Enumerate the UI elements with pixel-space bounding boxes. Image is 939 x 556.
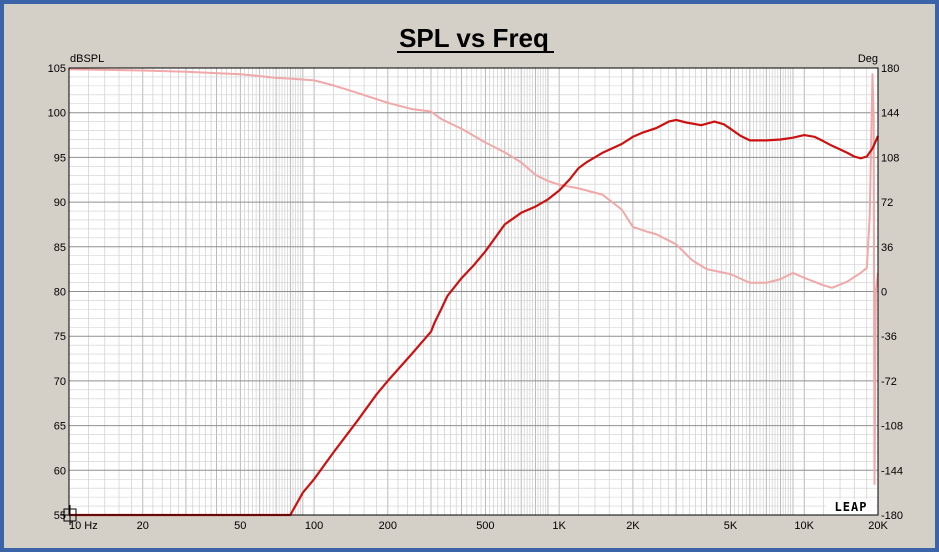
y-tick-label: 55 [54, 510, 66, 522]
series-layer [68, 68, 880, 517]
y-tick-label: 65 [54, 421, 66, 433]
x-tick-label: 100 [305, 520, 323, 532]
y2-tick-label: 108 [881, 152, 899, 164]
y2-tick-label: 36 [881, 242, 893, 254]
x-tick-label: 1K [552, 520, 566, 532]
y-axis-label: dBSPL [70, 53, 104, 65]
x-tick-label: 20K [868, 520, 888, 532]
leap-logo-text: LEAP [835, 500, 868, 514]
y2-tick-label: 0 [881, 287, 887, 299]
x-tick-label: 10 Hz [69, 520, 98, 532]
spl-series-line [69, 118, 880, 517]
y-tick-label: 95 [54, 152, 66, 164]
x-tick-label: 50 [234, 520, 246, 532]
leap-logo: LEAP [826, 499, 876, 514]
y-tick-label: 75 [54, 331, 66, 343]
y-tick-label: 80 [54, 287, 66, 299]
x-tick-label: 20 [137, 520, 149, 532]
x-tick-label: 5K [724, 520, 738, 532]
y2-tick-label: 180 [881, 63, 899, 75]
y-tick-label: 85 [54, 242, 66, 254]
y2-tick-label: -108 [881, 421, 903, 433]
y2-tick-label: 144 [881, 108, 899, 120]
x-tick-label: 500 [476, 520, 494, 532]
chart-svg: SPL vs Freq dBSPL Deg 10 Hz 20 50 100 200 500… [48, 23, 903, 532]
y2-tick-label: -144 [881, 465, 903, 477]
y-tick-label: 100 [48, 108, 66, 120]
x-tick-label: 200 [379, 520, 397, 532]
y2-tick-label: 72 [881, 197, 893, 209]
y-tick-label: 90 [54, 197, 66, 209]
y2-axis-label: Deg [858, 53, 878, 65]
chart-title: SPL vs Freq [399, 23, 549, 53]
grid-lines [68, 67, 879, 516]
y-tick-label: 60 [54, 465, 66, 477]
crosshair-cursor-icon[interactable] [60, 505, 80, 525]
x-tick-label: 2K [626, 520, 640, 532]
y2-tick-label: -36 [881, 331, 897, 343]
y-tick-label: 105 [48, 63, 66, 75]
tick-labels: 10 Hz 20 50 100 200 500 1K 2K 5K 10K 20K 55 60 65 70 75… [48, 63, 903, 532]
y2-tick-label: -72 [881, 376, 897, 388]
y2-tick-label: -180 [881, 510, 903, 522]
plot-border [68, 67, 879, 516]
y-tick-label: 70 [54, 376, 66, 388]
x-tick-label: 10K [794, 520, 814, 532]
phase-series-line [68, 68, 879, 485]
